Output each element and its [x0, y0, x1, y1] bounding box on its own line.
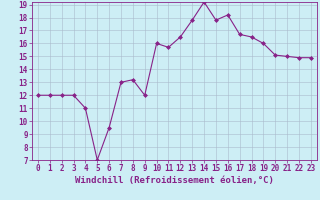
X-axis label: Windchill (Refroidissement éolien,°C): Windchill (Refroidissement éolien,°C) [75, 176, 274, 185]
